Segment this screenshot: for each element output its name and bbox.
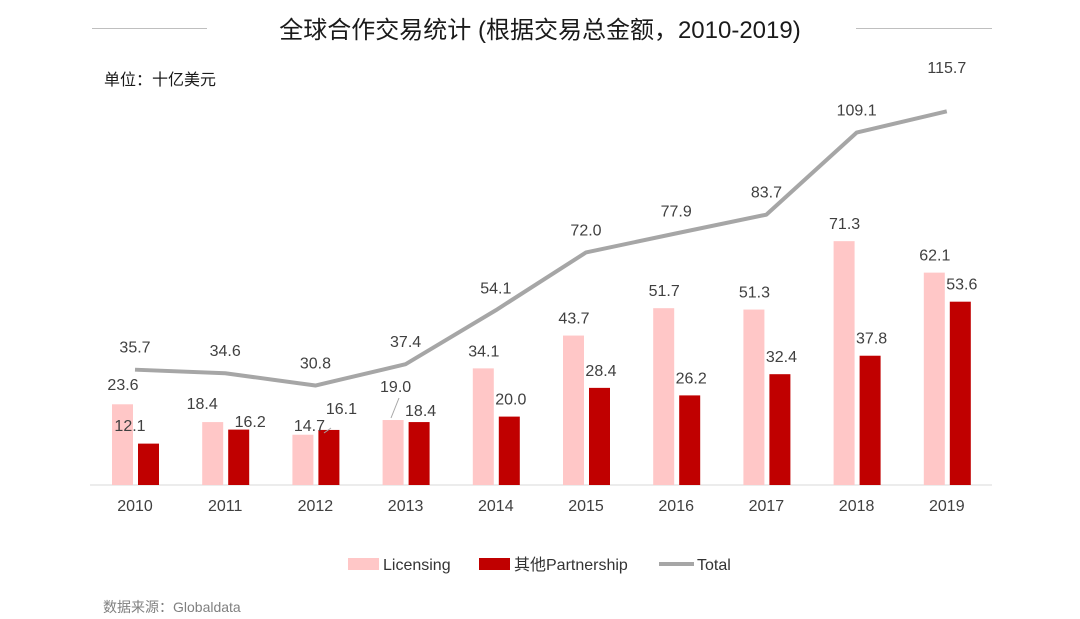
bar-partnership-2015 [589,387,610,485]
label-partnership-2012: 16.1 [326,401,357,418]
label-total-2012: 30.8 [300,356,331,373]
bar-partnership-2010 [138,443,159,485]
bar-licensing-2010 [112,404,133,485]
x-tick-2015: 2015 [568,498,604,515]
label-partnership-2013: 18.4 [405,403,436,420]
bar-partnership-2014 [498,416,520,485]
x-tick-2010: 2010 [117,498,153,515]
label-licensing-2018: 71.3 [829,216,860,233]
label-total-2011: 34.6 [210,343,241,360]
label-partnership-2018: 37.8 [856,331,887,348]
label-partnership-2017: 32.4 [766,349,797,366]
bar-partnership-2018 [859,355,881,485]
legend-partnership-label: 其他Partnership [514,556,628,574]
label-licensing-2015: 43.7 [558,311,589,328]
title-rule-right [856,28,992,29]
label-partnership-2016: 26.2 [676,370,707,387]
label-total-2019: 115.7 [927,60,966,77]
bar-licensing-2014 [472,368,494,485]
label-partnership-2019: 53.6 [946,277,977,294]
x-tick-2019: 2019 [929,498,965,515]
bar-licensing-2015 [563,335,584,485]
bar-partnership-2019 [949,301,971,485]
label-total-2016: 77.9 [661,203,692,220]
label-total-2013: 37.4 [390,334,421,351]
x-tick-2011: 2011 [208,498,243,515]
label-licensing-2013: 19.0 [380,379,411,396]
label-partnership-2014: 20.0 [495,392,526,409]
bar-partnership-2013 [408,422,430,485]
legend-licensing-swatch [348,558,379,570]
legend-total-label: Total [697,557,731,574]
x-tick-2014: 2014 [478,498,514,515]
legend-licensing-label: Licensing [383,557,451,574]
title-rule-left [92,28,207,29]
bar-licensing-2016 [653,308,675,485]
legend-partnership-swatch [479,558,510,570]
leader-2013-licensing [390,397,400,419]
bar-licensing-2011 [202,422,224,485]
bar-licensing-2019 [923,272,945,485]
bar-partnership-2017 [769,374,791,485]
label-licensing-2010: 23.6 [107,377,138,394]
label-total-2010: 35.7 [119,340,150,357]
x-tick-2018: 2018 [839,498,875,515]
label-partnership-2011: 16.2 [235,414,266,431]
source-note: 数据来源：Globaldata [103,599,241,615]
x-tick-2013: 2013 [388,498,424,515]
label-licensing-2012: 14.7 [294,418,325,435]
bar-licensing-2017 [743,309,765,485]
label-licensing-2014: 34.1 [468,343,499,360]
leader-2012-partnership [323,427,332,434]
label-licensing-2011: 18.4 [187,396,218,413]
bar-licensing-2012 [292,434,314,485]
label-partnership-2010: 12.1 [114,418,145,435]
label-partnership-2015: 28.4 [585,363,616,380]
unit-label: 单位：十亿美元 [104,72,217,89]
line-total [134,109,948,388]
x-tick-2012: 2012 [298,498,334,515]
label-total-2017: 83.7 [751,185,782,202]
label-licensing-2019: 62.1 [919,248,950,265]
x-tick-2016: 2016 [658,498,694,515]
bar-partnership-2011 [228,429,250,485]
label-licensing-2017: 51.3 [739,285,770,302]
label-licensing-2016: 51.7 [649,283,680,300]
bar-licensing-2013 [382,420,404,485]
bar-partnership-2012 [318,429,340,485]
label-total-2018: 109.1 [837,103,877,120]
bar-partnership-2016 [679,395,701,485]
bar-licensing-2018 [833,241,855,485]
chart-title: 全球合作交易统计 (根据交易总金额，2010-2019) [279,17,801,44]
x-tick-2017: 2017 [749,498,785,515]
label-total-2015: 72.0 [570,222,601,239]
label-total-2014: 54.1 [480,280,511,297]
